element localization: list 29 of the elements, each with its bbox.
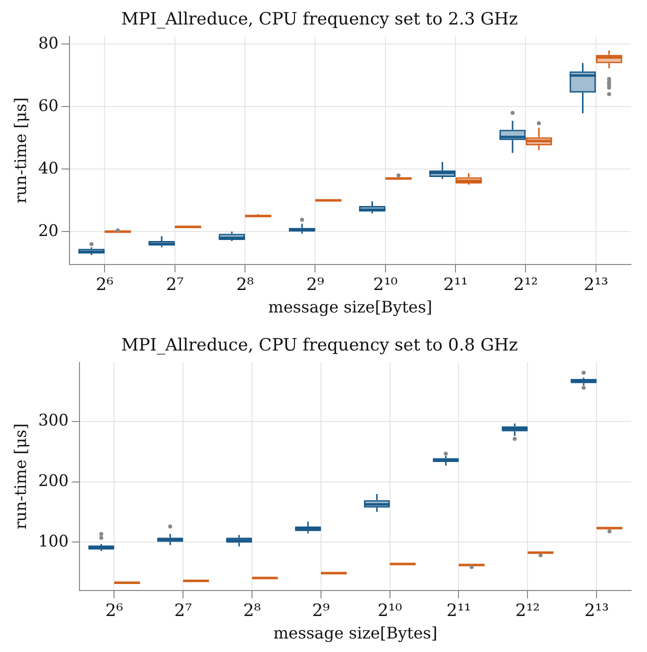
y-axis-title: run-time [μs] <box>10 97 30 204</box>
x-tick-label: 2¹³ <box>584 601 609 622</box>
y-tick-label: 100 <box>38 531 69 550</box>
chart-title: MPI_Allreduce, CPU frequency set to 2.3 GHz <box>121 10 518 30</box>
x-tick-label: 2¹³ <box>584 275 608 296</box>
y-tick-label: 300 <box>38 410 69 430</box>
chart-title: MPI_Allreduce, CPU frequency set to 0.8 GHz <box>121 336 518 356</box>
x-tick-label: 2¹¹ <box>443 275 468 296</box>
x-tick-label: 2¹⁰ <box>373 275 398 296</box>
x-tick-label: 2⁷ <box>166 275 184 296</box>
x-axis-title: message size[Bytes] <box>268 298 432 317</box>
x-tick-label: 2¹² <box>515 601 540 622</box>
y-tick-label: 40 <box>38 158 59 178</box>
x-tick-label: 2⁷ <box>174 601 192 622</box>
y-tick-label: 200 <box>38 470 69 490</box>
x-tick-label: 2¹¹ <box>446 601 471 622</box>
y-axis-title: run-time [μs] <box>10 423 30 530</box>
y-tick-label: 80 <box>38 33 59 52</box>
x-tick-label: 2⁸ <box>236 275 254 296</box>
y-tick-label: 60 <box>38 96 59 115</box>
x-tick-label: 2⁶ <box>96 275 114 296</box>
x-tick-label: 2⁶ <box>105 601 124 622</box>
x-tick-label: 2¹² <box>514 275 538 296</box>
x-axis-title: message size[Bytes] <box>273 624 438 643</box>
y-tick-label: 20 <box>38 220 59 240</box>
x-tick-label: 2⁸ <box>243 601 262 622</box>
x-tick-label: 2¹⁰ <box>378 601 402 622</box>
x-tick-label: 2⁹ <box>312 601 330 622</box>
x-tick-label: 2⁹ <box>306 275 324 296</box>
